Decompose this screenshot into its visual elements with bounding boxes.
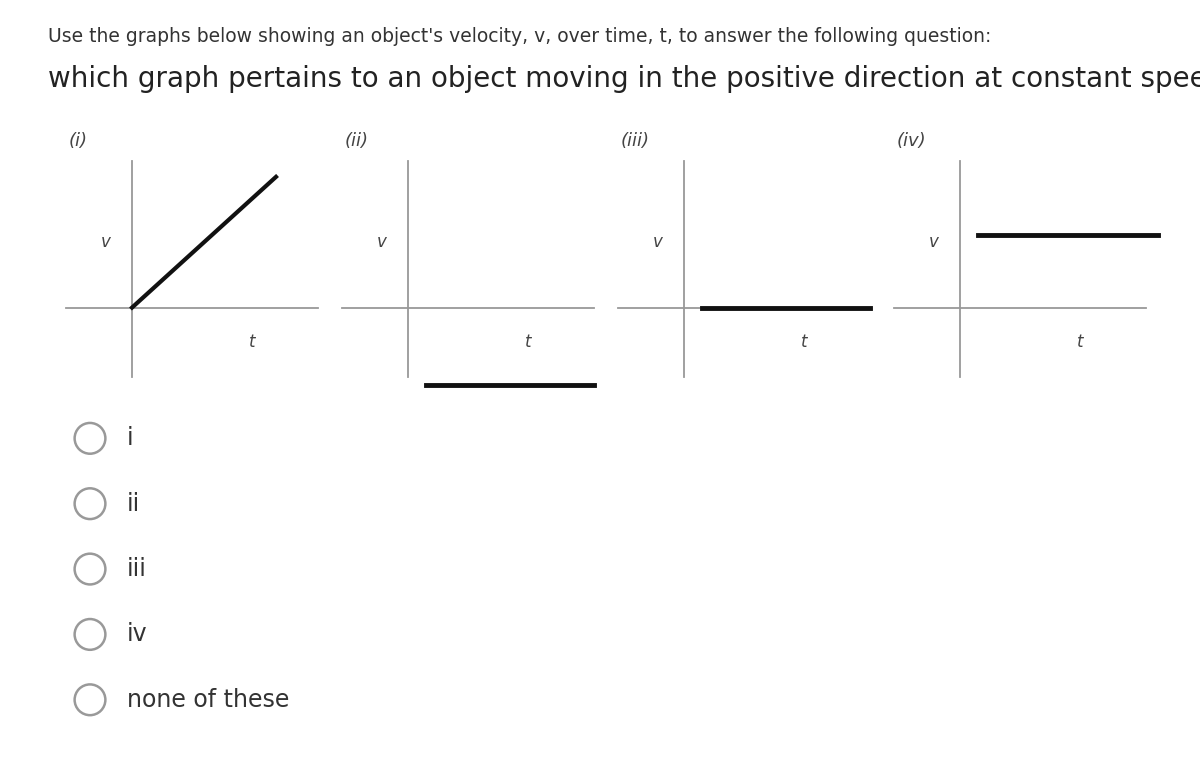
Text: iv: iv [127, 622, 148, 647]
Text: (i): (i) [68, 132, 88, 150]
Text: none of these: none of these [127, 687, 289, 712]
Text: v: v [101, 233, 110, 251]
Text: t: t [524, 333, 532, 351]
Text: which graph pertains to an object moving in the positive direction at constant s: which graph pertains to an object moving… [48, 65, 1200, 93]
Text: (iv): (iv) [896, 132, 926, 150]
Text: i: i [127, 426, 133, 451]
Text: (ii): (ii) [344, 132, 368, 150]
Text: ii: ii [127, 491, 140, 516]
Text: Use the graphs below showing an object's velocity, v, over time, t, to answer th: Use the graphs below showing an object's… [48, 27, 991, 46]
Text: t: t [800, 333, 808, 351]
Text: v: v [653, 233, 662, 251]
Text: iii: iii [127, 557, 146, 581]
Text: (iii): (iii) [620, 132, 649, 150]
Text: t: t [248, 333, 256, 351]
Text: v: v [929, 233, 938, 251]
Text: v: v [377, 233, 386, 251]
Text: t: t [1076, 333, 1084, 351]
